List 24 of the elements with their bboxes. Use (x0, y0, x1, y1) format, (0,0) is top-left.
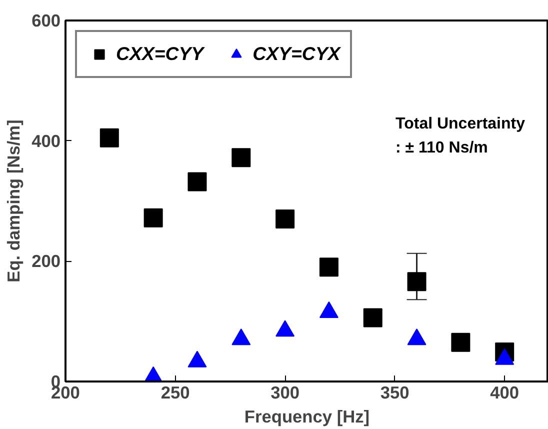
y-axis-title: Eq. damping [Ns/m] (4, 120, 24, 282)
x-tick-label: 300 (270, 382, 300, 402)
x-tick-label: 350 (380, 382, 410, 402)
x-tick-label: 250 (160, 382, 190, 402)
annotation: Total Uncertainty : ± 110 Ns/m (396, 116, 526, 156)
point (188, 172, 207, 192)
legend-label: CXY=CYX (252, 43, 340, 65)
point (144, 208, 163, 228)
point (188, 350, 207, 368)
point (276, 320, 295, 337)
y-tick-label: 200 (32, 251, 61, 272)
point (100, 128, 119, 148)
point (495, 348, 514, 365)
point (407, 328, 426, 346)
x-axis-title: Frequency [Hz] (244, 406, 370, 426)
point (276, 210, 295, 229)
point (319, 301, 338, 318)
point (319, 258, 338, 277)
point (232, 328, 251, 346)
x-tick-label: 400 (490, 382, 520, 402)
y-tick-label: 600 (32, 10, 61, 30)
legend-label: CXX=CYY (116, 43, 204, 65)
y-tick-label: 400 (32, 130, 61, 151)
point (232, 148, 251, 168)
